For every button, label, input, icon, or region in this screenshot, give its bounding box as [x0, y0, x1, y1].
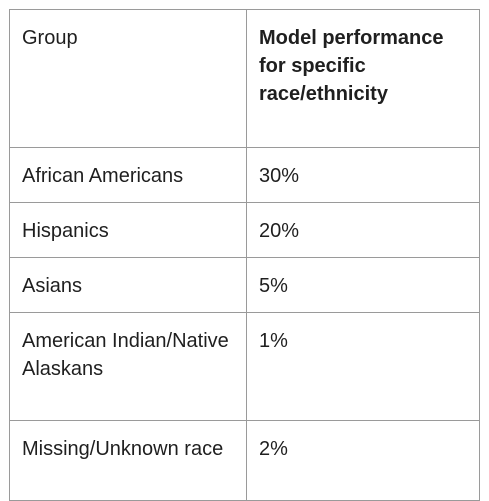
cell-performance: 5%: [246, 257, 480, 313]
cell-group: American Indian/Native Alaskans: [9, 312, 247, 421]
cell-performance: 2%: [246, 420, 480, 501]
table-row: Hispanics 20%: [9, 202, 480, 258]
table-row: Missing/Unknown race 2%: [9, 420, 480, 501]
data-table: Group Model performance for specific rac…: [9, 9, 480, 501]
cell-performance: 20%: [246, 202, 480, 258]
header-model-performance: Model performance for specific race/ethn…: [246, 9, 480, 148]
table-row: Asians 5%: [9, 257, 480, 313]
table-header-row: Group Model performance for specific rac…: [9, 9, 480, 148]
cell-performance: 30%: [246, 147, 480, 203]
cell-group: Missing/Unknown race: [9, 420, 247, 501]
cell-group: African Americans: [9, 147, 247, 203]
table-row: African Americans 30%: [9, 147, 480, 203]
header-group: Group: [9, 9, 247, 148]
cell-group: Asians: [9, 257, 247, 313]
cell-group: Hispanics: [9, 202, 247, 258]
table-row: American Indian/Native Alaskans 1%: [9, 312, 480, 421]
cell-performance: 1%: [246, 312, 480, 421]
